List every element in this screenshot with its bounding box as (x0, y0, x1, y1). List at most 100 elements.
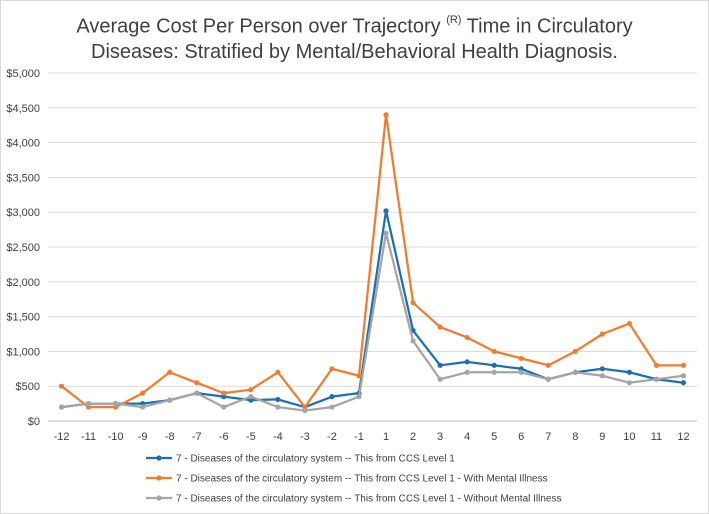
data-point (464, 334, 470, 341)
x-tick-label: 7 (545, 431, 551, 443)
x-tick-label: 5 (491, 431, 497, 443)
series-line (60, 113, 684, 409)
series-3 (58, 230, 687, 414)
y-tick-label: $5,000 (6, 68, 40, 80)
x-tick-label: 2 (410, 431, 416, 443)
series-lines (58, 112, 687, 414)
legend-swatch-marker (156, 495, 162, 501)
data-point (437, 324, 443, 330)
data-point (437, 362, 443, 368)
x-tick-label: 10 (623, 431, 635, 443)
x-tick-label: 1 (383, 431, 389, 443)
data-point (275, 369, 281, 375)
data-point (221, 390, 227, 396)
data-point (58, 383, 65, 389)
x-tick-label: -11 (81, 431, 96, 443)
y-tick-label: $2,500 (6, 242, 40, 254)
data-point (437, 376, 443, 382)
x-tick-label: -8 (165, 431, 175, 443)
data-point (680, 362, 687, 368)
chart-title: Average Cost Per Person over Trajectory … (0, 10, 709, 65)
gridlines (48, 72, 697, 387)
data-point (275, 396, 281, 403)
data-point (383, 112, 389, 118)
x-axis-tick-labels: -12 -11 -10 -9 -8 -7 -6 -5 -4 -3 -2 -1 1 2 3 4 5 6 7 8 9 10 11… (54, 431, 690, 443)
legend-entry-3: 7 - Diseases of the circulatory system -… (146, 494, 562, 505)
chart-title-line-1: Average Cost Per Person over Trajectory … (0, 10, 709, 40)
x-tick-label: 11 (651, 431, 662, 443)
data-point (113, 401, 119, 407)
x-tick-label: 12 (677, 431, 689, 443)
x-tick-label: 3 (437, 431, 443, 443)
data-point (140, 390, 146, 396)
data-point (167, 397, 173, 403)
x-tick-label: -7 (192, 431, 202, 443)
y-tick-label: $500 (16, 381, 40, 393)
data-point (356, 373, 362, 379)
y-tick-label: $0 (28, 416, 40, 428)
legend-entry-1: 7 - Diseases of the circulatory system -… (146, 454, 455, 465)
data-point (329, 366, 335, 372)
data-point (680, 373, 687, 379)
y-axis-tick-labels: $0 $500 $1,000 $1,500 $2,000 $2,500 $3,000 $3,5… (6, 68, 40, 428)
chart-title-superscript: (R) (446, 14, 462, 26)
data-point (626, 380, 632, 386)
data-point (410, 338, 416, 344)
data-point (491, 369, 497, 375)
x-tick-label: -12 (54, 431, 70, 443)
data-point (194, 390, 200, 396)
data-point (599, 366, 605, 372)
x-tick-label: -9 (138, 431, 148, 443)
y-tick-label: $2,000 (6, 277, 40, 289)
legend-label: 7 - Diseases of the circulatory system -… (176, 494, 562, 505)
x-tick-label: -3 (300, 431, 310, 443)
data-point (491, 348, 497, 354)
x-tick-label: 9 (599, 431, 605, 443)
data-point (329, 394, 335, 400)
data-point (545, 362, 551, 368)
legend-swatch-marker (156, 475, 162, 481)
data-point (599, 373, 605, 379)
x-tick-label: -1 (354, 431, 364, 443)
series-line (61, 231, 684, 412)
data-point (302, 407, 308, 414)
x-tick-label: 6 (518, 431, 524, 443)
data-point (518, 355, 524, 361)
legend-entry-2: 7 - Diseases of the circulatory system -… (146, 474, 548, 485)
x-tick-label: 8 (572, 431, 578, 443)
x-tick-label: -2 (327, 431, 337, 443)
y-tick-label: $4,500 (6, 103, 40, 115)
data-point (626, 369, 632, 375)
x-tick-label: -6 (219, 431, 229, 443)
x-tick-label: -10 (108, 431, 124, 443)
data-point (248, 387, 254, 393)
data-point (275, 404, 281, 410)
chart-title-line-2: Diseases: Stratified by Mental/Behaviora… (91, 40, 618, 63)
data-point (464, 359, 470, 365)
data-point (167, 369, 173, 375)
data-point (410, 300, 416, 306)
legend-label: 7 - Diseases of the circulatory system -… (176, 474, 548, 485)
chart-title-text-1-end: Time in Circulatory (461, 15, 633, 38)
data-point (140, 404, 146, 410)
data-point (626, 320, 632, 327)
chart-title-text-1: Average Cost Per Person over Trajectory (76, 15, 441, 38)
x-tick-label: 4 (464, 431, 470, 443)
data-point (653, 362, 660, 368)
data-point (572, 348, 578, 354)
legend: 7 - Diseases of the circulatory system -… (146, 454, 562, 505)
series-2 (58, 112, 687, 410)
x-tick-label: -4 (273, 431, 283, 443)
data-point (221, 404, 227, 410)
data-point (85, 401, 92, 407)
data-point (329, 404, 335, 410)
data-point (194, 380, 200, 386)
data-point (383, 208, 389, 214)
data-point (383, 230, 389, 236)
data-point (653, 376, 660, 382)
y-tick-label: $3,500 (6, 172, 40, 184)
data-point (248, 394, 254, 400)
legend-label: 7 - Diseases of the circulatory system -… (176, 454, 455, 465)
